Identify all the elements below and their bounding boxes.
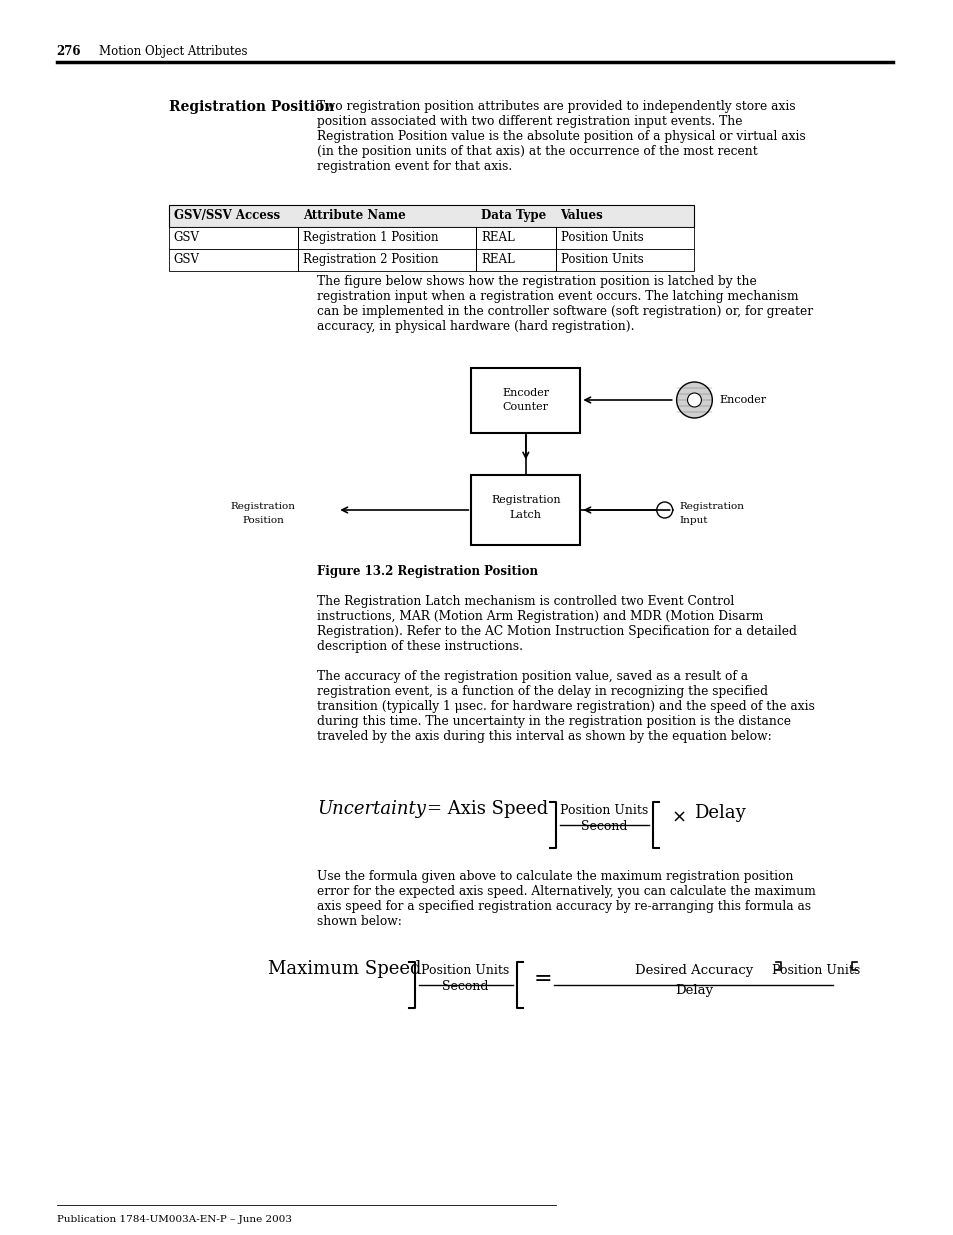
Text: position associated with two different registration input events. The: position associated with two different r… — [317, 115, 742, 128]
Text: Attribute Name: Attribute Name — [302, 209, 405, 222]
Text: = Axis Speed: = Axis Speed — [426, 800, 547, 818]
Text: GSV: GSV — [173, 231, 199, 245]
Text: registration event for that axis.: registration event for that axis. — [317, 161, 512, 173]
Text: =: = — [533, 968, 552, 990]
Text: GSV: GSV — [173, 253, 199, 266]
Text: during this time. The uncertainty in the registration position is the distance: during this time. The uncertainty in the… — [317, 715, 791, 727]
Text: Position: Position — [242, 516, 284, 525]
Text: Encoder: Encoder — [719, 395, 765, 405]
Text: Registration: Registration — [679, 501, 743, 511]
Text: The Registration Latch mechanism is controlled two Event Control: The Registration Latch mechanism is cont… — [317, 595, 734, 608]
Circle shape — [656, 501, 672, 517]
Text: Registration Position value is the absolute position of a physical or virtual ax: Registration Position value is the absol… — [317, 130, 805, 143]
Text: Delay: Delay — [694, 804, 745, 823]
Text: Latch: Latch — [509, 510, 541, 520]
Text: Second: Second — [580, 820, 627, 832]
Text: Use the formula given above to calculate the maximum registration position: Use the formula given above to calculate… — [317, 869, 793, 883]
Text: The figure below shows how the registration position is latched by the: The figure below shows how the registrat… — [317, 275, 757, 288]
Text: Data Type: Data Type — [480, 209, 546, 222]
Bar — [169, 249, 694, 270]
Text: Registration). Refer to the AC Motion Instruction Specification for a detailed: Registration). Refer to the AC Motion In… — [317, 625, 797, 638]
Text: instructions, MAR (Motion Arm Registration) and MDR (Motion Disarm: instructions, MAR (Motion Arm Registrati… — [317, 610, 763, 622]
Text: description of these instructions.: description of these instructions. — [317, 640, 523, 653]
Circle shape — [687, 393, 700, 408]
Text: Delay: Delay — [675, 984, 713, 997]
Text: Registration: Registration — [231, 501, 295, 511]
Text: Values: Values — [560, 209, 602, 222]
Text: Maximum Speed: Maximum Speed — [268, 960, 421, 978]
Text: REAL: REAL — [480, 231, 515, 245]
Text: Registration Position: Registration Position — [169, 100, 334, 114]
Text: (in the position units of that axis) at the occurrence of the most recent: (in the position units of that axis) at … — [317, 144, 758, 158]
Text: $\times$: $\times$ — [670, 808, 684, 826]
Text: registration event, is a function of the delay in recognizing the specified: registration event, is a function of the… — [317, 685, 768, 698]
Text: REAL: REAL — [480, 253, 515, 266]
Text: 276: 276 — [56, 44, 81, 58]
Text: Two registration position attributes are provided to independently store axis: Two registration position attributes are… — [317, 100, 795, 112]
Text: registration input when a registration event occurs. The latching mechanism: registration input when a registration e… — [317, 290, 799, 303]
Text: Desired Accuracy: Desired Accuracy — [635, 965, 753, 977]
Text: transition (typically 1 μsec. for hardware registration) and the speed of the ax: transition (typically 1 μsec. for hardwa… — [317, 700, 815, 713]
Text: GSV/SSV Access: GSV/SSV Access — [173, 209, 279, 222]
Bar — [471, 475, 579, 545]
Text: Position Units: Position Units — [772, 965, 860, 977]
Text: Input: Input — [679, 516, 707, 525]
Text: can be implemented in the controller software (soft registration) or, for greate: can be implemented in the controller sof… — [317, 305, 813, 317]
Text: Registration 1 Position: Registration 1 Position — [302, 231, 437, 245]
Text: Figure 13.2 Registration Position: Figure 13.2 Registration Position — [317, 564, 537, 578]
Text: Position Units: Position Units — [560, 231, 642, 245]
Text: traveled by the axis during this interval as shown by the equation below:: traveled by the axis during this interva… — [317, 730, 771, 743]
Text: shown below:: shown below: — [317, 915, 402, 927]
Bar — [169, 227, 694, 249]
Text: The accuracy of the registration position value, saved as a result of a: The accuracy of the registration positio… — [317, 671, 748, 683]
Text: Position Units: Position Units — [420, 965, 509, 977]
Text: Second: Second — [441, 981, 488, 993]
Text: Encoder: Encoder — [501, 388, 549, 398]
Bar — [169, 205, 694, 227]
Text: Motion Object Attributes: Motion Object Attributes — [99, 44, 248, 58]
Text: Position Units: Position Units — [559, 804, 648, 818]
Text: Position Units: Position Units — [560, 253, 642, 266]
Text: error for the expected axis speed. Alternatively, you can calculate the maximum: error for the expected axis speed. Alter… — [317, 885, 816, 898]
Text: Uncertainty: Uncertainty — [317, 800, 426, 818]
Text: Registration 2 Position: Registration 2 Position — [302, 253, 437, 266]
Text: Counter: Counter — [502, 403, 548, 412]
Circle shape — [676, 382, 712, 417]
Bar — [471, 368, 579, 432]
Text: axis speed for a specified registration accuracy by re-arranging this formula as: axis speed for a specified registration … — [317, 900, 811, 913]
Text: Publication 1784-UM003A-EN-P – June 2003: Publication 1784-UM003A-EN-P – June 2003 — [56, 1215, 292, 1224]
Text: accuracy, in physical hardware (hard registration).: accuracy, in physical hardware (hard reg… — [317, 320, 635, 333]
Text: Registration: Registration — [491, 495, 560, 505]
